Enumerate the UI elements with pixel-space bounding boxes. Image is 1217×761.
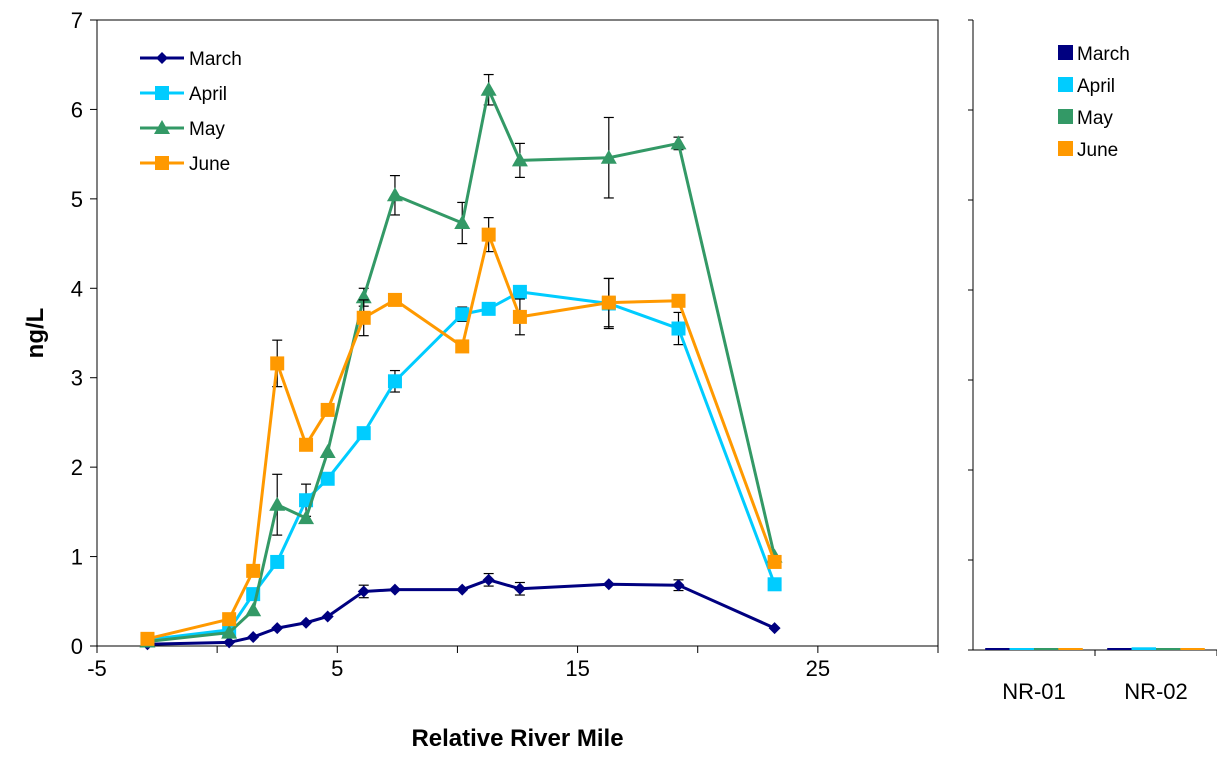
data-point-april (671, 321, 686, 336)
line-chart-panel: 0 1 2 3 4 5 6 7 -5 5 15 25 Relative River Mile ng/L Ma… (22, 8, 939, 752)
data-point-june (222, 612, 237, 627)
data-point-june (512, 309, 527, 324)
data-point-march (223, 636, 236, 649)
data-point-may (670, 135, 687, 150)
bar-category-label: NR-02 (1124, 679, 1188, 704)
data-point-may (221, 624, 238, 639)
data-point-may (298, 510, 315, 525)
data-point-march (271, 622, 284, 635)
bar-legend-label-may: May (1077, 108, 1113, 129)
data-point-april (356, 426, 371, 441)
x-tick-label: -5 (87, 656, 107, 681)
bar-legend-label-june: June (1077, 140, 1118, 161)
bar-legend-swatch-may (1058, 109, 1073, 124)
data-point-april (767, 577, 782, 592)
data-point-june (140, 631, 155, 646)
y-tick-label: 7 (71, 8, 83, 33)
data-point-may (480, 81, 497, 96)
data-point-march (672, 579, 685, 592)
bar-april-nr-02 (1131, 647, 1156, 650)
data-point-may (269, 496, 286, 511)
bar-june-nr-01 (1058, 648, 1083, 650)
data-point-march (768, 622, 781, 635)
data-point-march (456, 583, 469, 596)
series-march (141, 572, 781, 651)
data-point-may (600, 149, 617, 164)
legend-marker-april (155, 86, 169, 100)
legend-label-march: March (189, 49, 242, 70)
y-tick-label: 6 (71, 97, 83, 122)
bar-legend-swatch-april (1058, 77, 1073, 92)
series-line-june (147, 233, 777, 641)
legend-marker-may (154, 120, 170, 134)
y-tick-label: 0 (71, 634, 83, 659)
data-point-april (270, 554, 285, 569)
legend-marker-june (155, 156, 169, 170)
data-point-june (387, 292, 402, 307)
data-point-march (247, 631, 260, 644)
legend-label-june: June (189, 154, 230, 175)
y-tick-label: 1 (71, 545, 83, 570)
y-tick-label: 4 (71, 276, 83, 301)
data-point-june (601, 295, 616, 310)
legend-label-may: May (189, 119, 225, 140)
data-point-may (319, 443, 336, 458)
bar-legend: March April May June (1058, 44, 1130, 161)
bar-april-nr-01 (1009, 648, 1034, 650)
data-point-june (246, 563, 261, 578)
bar-may-nr-02 (1156, 648, 1181, 650)
data-point-june (270, 356, 285, 371)
data-point-june (481, 227, 496, 242)
data-point-june (356, 310, 371, 325)
data-point-april (387, 374, 402, 389)
y-tick-label: 5 (71, 187, 83, 212)
bar-legend-label-march: March (1077, 44, 1130, 65)
x-tick-label: 5 (331, 656, 343, 681)
data-point-april (320, 471, 335, 486)
bar-legend-label-april: April (1077, 76, 1115, 97)
data-point-march (482, 573, 495, 586)
bar-legend-swatch-march (1058, 45, 1073, 60)
bar-chart-panel: NR-01 NR-02 March April May June (968, 19, 1217, 704)
data-point-june (455, 339, 470, 354)
data-point-june (671, 293, 686, 308)
y-tick-label: 2 (71, 455, 83, 480)
data-point-march (300, 616, 313, 629)
data-point-april (455, 307, 470, 322)
data-point-june (767, 554, 782, 569)
x-tick-label: 15 (565, 656, 589, 681)
x-axis-title: Relative River Mile (411, 725, 623, 752)
data-point-june (299, 437, 314, 452)
legend: March April May June (140, 49, 242, 175)
data-point-may (386, 187, 403, 202)
data-point-march (357, 585, 370, 598)
legend-label-april: April (189, 84, 227, 105)
data-point-march (388, 583, 401, 596)
data-point-april (481, 301, 496, 316)
data-point-march (513, 582, 526, 595)
series-may (139, 73, 783, 648)
data-point-march (321, 610, 334, 623)
plot-area-frame (96, 19, 939, 647)
series-june (140, 217, 782, 646)
legend-marker-march (156, 52, 168, 64)
data-point-march (602, 578, 615, 591)
data-point-may (511, 152, 528, 167)
data-point-may (245, 602, 262, 617)
bar-category-label: NR-01 (1002, 679, 1066, 704)
bar-march-nr-01 (985, 648, 1010, 650)
bar-march-nr-02 (1107, 648, 1132, 650)
bar-may-nr-01 (1034, 648, 1059, 650)
data-point-april (512, 284, 527, 299)
bar-legend-swatch-june (1058, 141, 1073, 156)
y-axis-title: ng/L (22, 308, 49, 359)
series-line-may (147, 88, 777, 644)
data-point-may (454, 215, 471, 230)
bar-june-nr-02 (1180, 648, 1205, 650)
data-point-june (320, 402, 335, 417)
y-tick-label: 3 (71, 366, 83, 391)
x-tick-label: 25 (806, 656, 830, 681)
